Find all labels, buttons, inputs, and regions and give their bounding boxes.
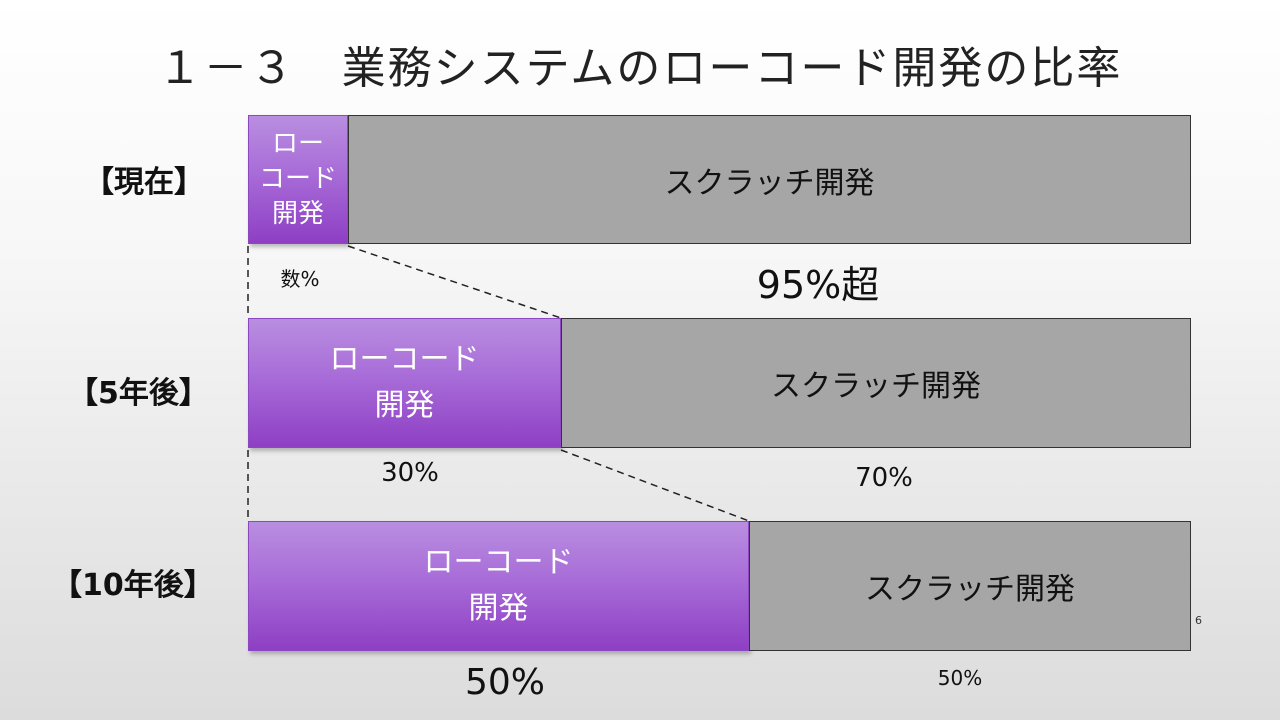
scratch-bar-5-years: スクラッチ開発 — [561, 318, 1191, 448]
row-label-10-years: 【10年後】 — [52, 568, 214, 603]
scratch-bar-label: スクラッチ開発 — [771, 369, 981, 404]
scratch-bar-10-years: スクラッチ開発 — [749, 521, 1191, 651]
scratch-percent-5-years: 70% — [855, 463, 913, 493]
scratch-bar-label: スクラッチ開発 — [664, 165, 875, 201]
scratch-percent-current: 95%超 — [756, 263, 880, 307]
low-code-bar-10-years: ローコード 開発 — [248, 521, 749, 651]
row-label-5-years: 【5年後】 — [68, 376, 209, 411]
slide-title: １－３ 業務システムのローコード開発の比率 — [157, 43, 1123, 94]
scratch-bar-current: スクラッチ開発 — [348, 115, 1191, 244]
low-code-bar-label: ローコード開発 — [329, 342, 480, 423]
low-code-bar-5-years: ローコード 開発 — [248, 318, 561, 448]
low-code-percent-current: 数% — [280, 267, 320, 291]
page-number: 6 — [1195, 614, 1202, 627]
low-code-percent-10-years: 50% — [464, 662, 545, 703]
scratch-percent-10-years: 50% — [937, 666, 983, 690]
connector-line — [560, 449, 750, 522]
low-code-bar-label: ローコード開発 — [423, 545, 574, 626]
low-code-bar-current: ロー コード 開発 — [248, 115, 348, 244]
low-code-bar-label: ローコード開発 — [258, 129, 337, 229]
row-label-current: 【現在】 — [84, 165, 204, 200]
connector-line — [347, 245, 562, 319]
low-code-percent-5-years: 30% — [381, 458, 439, 488]
scratch-bar-label: スクラッチ開発 — [865, 572, 1075, 607]
